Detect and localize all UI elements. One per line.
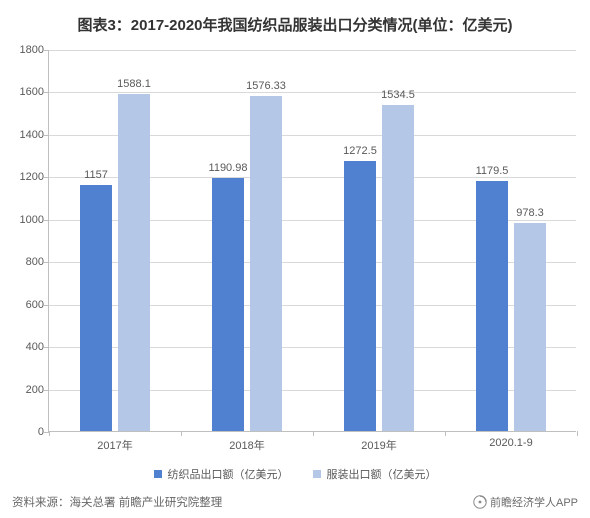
xtick-label: 2019年 — [361, 431, 396, 453]
legend-swatch — [154, 470, 162, 478]
source-text: 资料来源：海关总署 前瞻产业研究院整理 — [12, 494, 222, 510]
xtick-mark — [445, 431, 446, 436]
xtick-label: 2020.1-9 — [489, 431, 532, 449]
bar-value-label: 1576.33 — [246, 80, 286, 96]
xtick-mark — [49, 431, 50, 436]
bar-value-label: 1179.5 — [476, 165, 509, 181]
legend: 纺织品出口额（亿美元） 服装出口额（亿美元） — [0, 466, 590, 482]
chart-container: 图表3：2017-2020年我国纺织品服装出口分类情况(单位：亿美元) 1157… — [0, 0, 590, 518]
ytick-mark — [44, 92, 49, 93]
footer: 资料来源：海关总署 前瞻产业研究院整理 前瞻经济学人APP — [12, 494, 578, 510]
ytick-label: 1000 — [4, 214, 44, 226]
ytick-mark — [44, 50, 49, 51]
bar: 978.3 — [514, 223, 546, 431]
app-label: 前瞻经济学人APP — [490, 494, 578, 510]
legend-item: 服装出口额（亿美元） — [313, 466, 437, 482]
bar: 1179.5 — [476, 181, 508, 431]
plot-area: 11571588.12017年1190.981576.332018年1272.5… — [48, 50, 576, 432]
bar-value-label: 978.3 — [516, 207, 544, 223]
xtick-mark — [577, 431, 578, 436]
app-badge: 前瞻经济学人APP — [473, 494, 578, 510]
xtick-label: 2018年 — [229, 431, 264, 453]
bar: 1190.98 — [212, 178, 244, 431]
bar-value-label: 1272.5 — [343, 145, 377, 161]
ytick-label: 400 — [4, 341, 44, 353]
bar: 1534.5 — [382, 105, 414, 431]
ytick-label: 1600 — [4, 86, 44, 98]
bar-value-label: 1534.5 — [381, 89, 415, 105]
bar-value-label: 1157 — [84, 169, 108, 185]
bar: 1576.33 — [250, 96, 282, 431]
ytick-label: 0 — [4, 426, 44, 438]
xtick-label: 2017年 — [97, 431, 132, 453]
bar-value-label: 1190.98 — [209, 162, 248, 178]
bar: 1588.1 — [118, 94, 150, 431]
ytick-mark — [44, 262, 49, 263]
ytick-label: 1200 — [4, 171, 44, 183]
legend-label: 服装出口额（亿美元） — [327, 466, 437, 482]
app-icon — [473, 495, 487, 509]
ytick-mark — [44, 220, 49, 221]
ytick-label: 800 — [4, 256, 44, 268]
chart-title: 图表3：2017-2020年我国纺织品服装出口分类情况(单位：亿美元) — [0, 0, 590, 41]
legend-label: 纺织品出口额（亿美元） — [168, 466, 289, 482]
xtick-mark — [181, 431, 182, 436]
bar-value-label: 1588.1 — [117, 78, 151, 94]
ytick-mark — [44, 177, 49, 178]
bar: 1272.5 — [344, 161, 376, 431]
legend-swatch — [313, 470, 321, 478]
ytick-mark — [44, 347, 49, 348]
ytick-label: 200 — [4, 384, 44, 396]
xtick-mark — [313, 431, 314, 436]
ytick-label: 600 — [4, 299, 44, 311]
ytick-label: 1800 — [4, 44, 44, 56]
ytick-mark — [44, 135, 49, 136]
gridline — [49, 50, 576, 51]
bar: 1157 — [80, 185, 112, 431]
ytick-label: 1400 — [4, 129, 44, 141]
ytick-mark — [44, 390, 49, 391]
legend-item: 纺织品出口额（亿美元） — [154, 466, 289, 482]
ytick-mark — [44, 305, 49, 306]
